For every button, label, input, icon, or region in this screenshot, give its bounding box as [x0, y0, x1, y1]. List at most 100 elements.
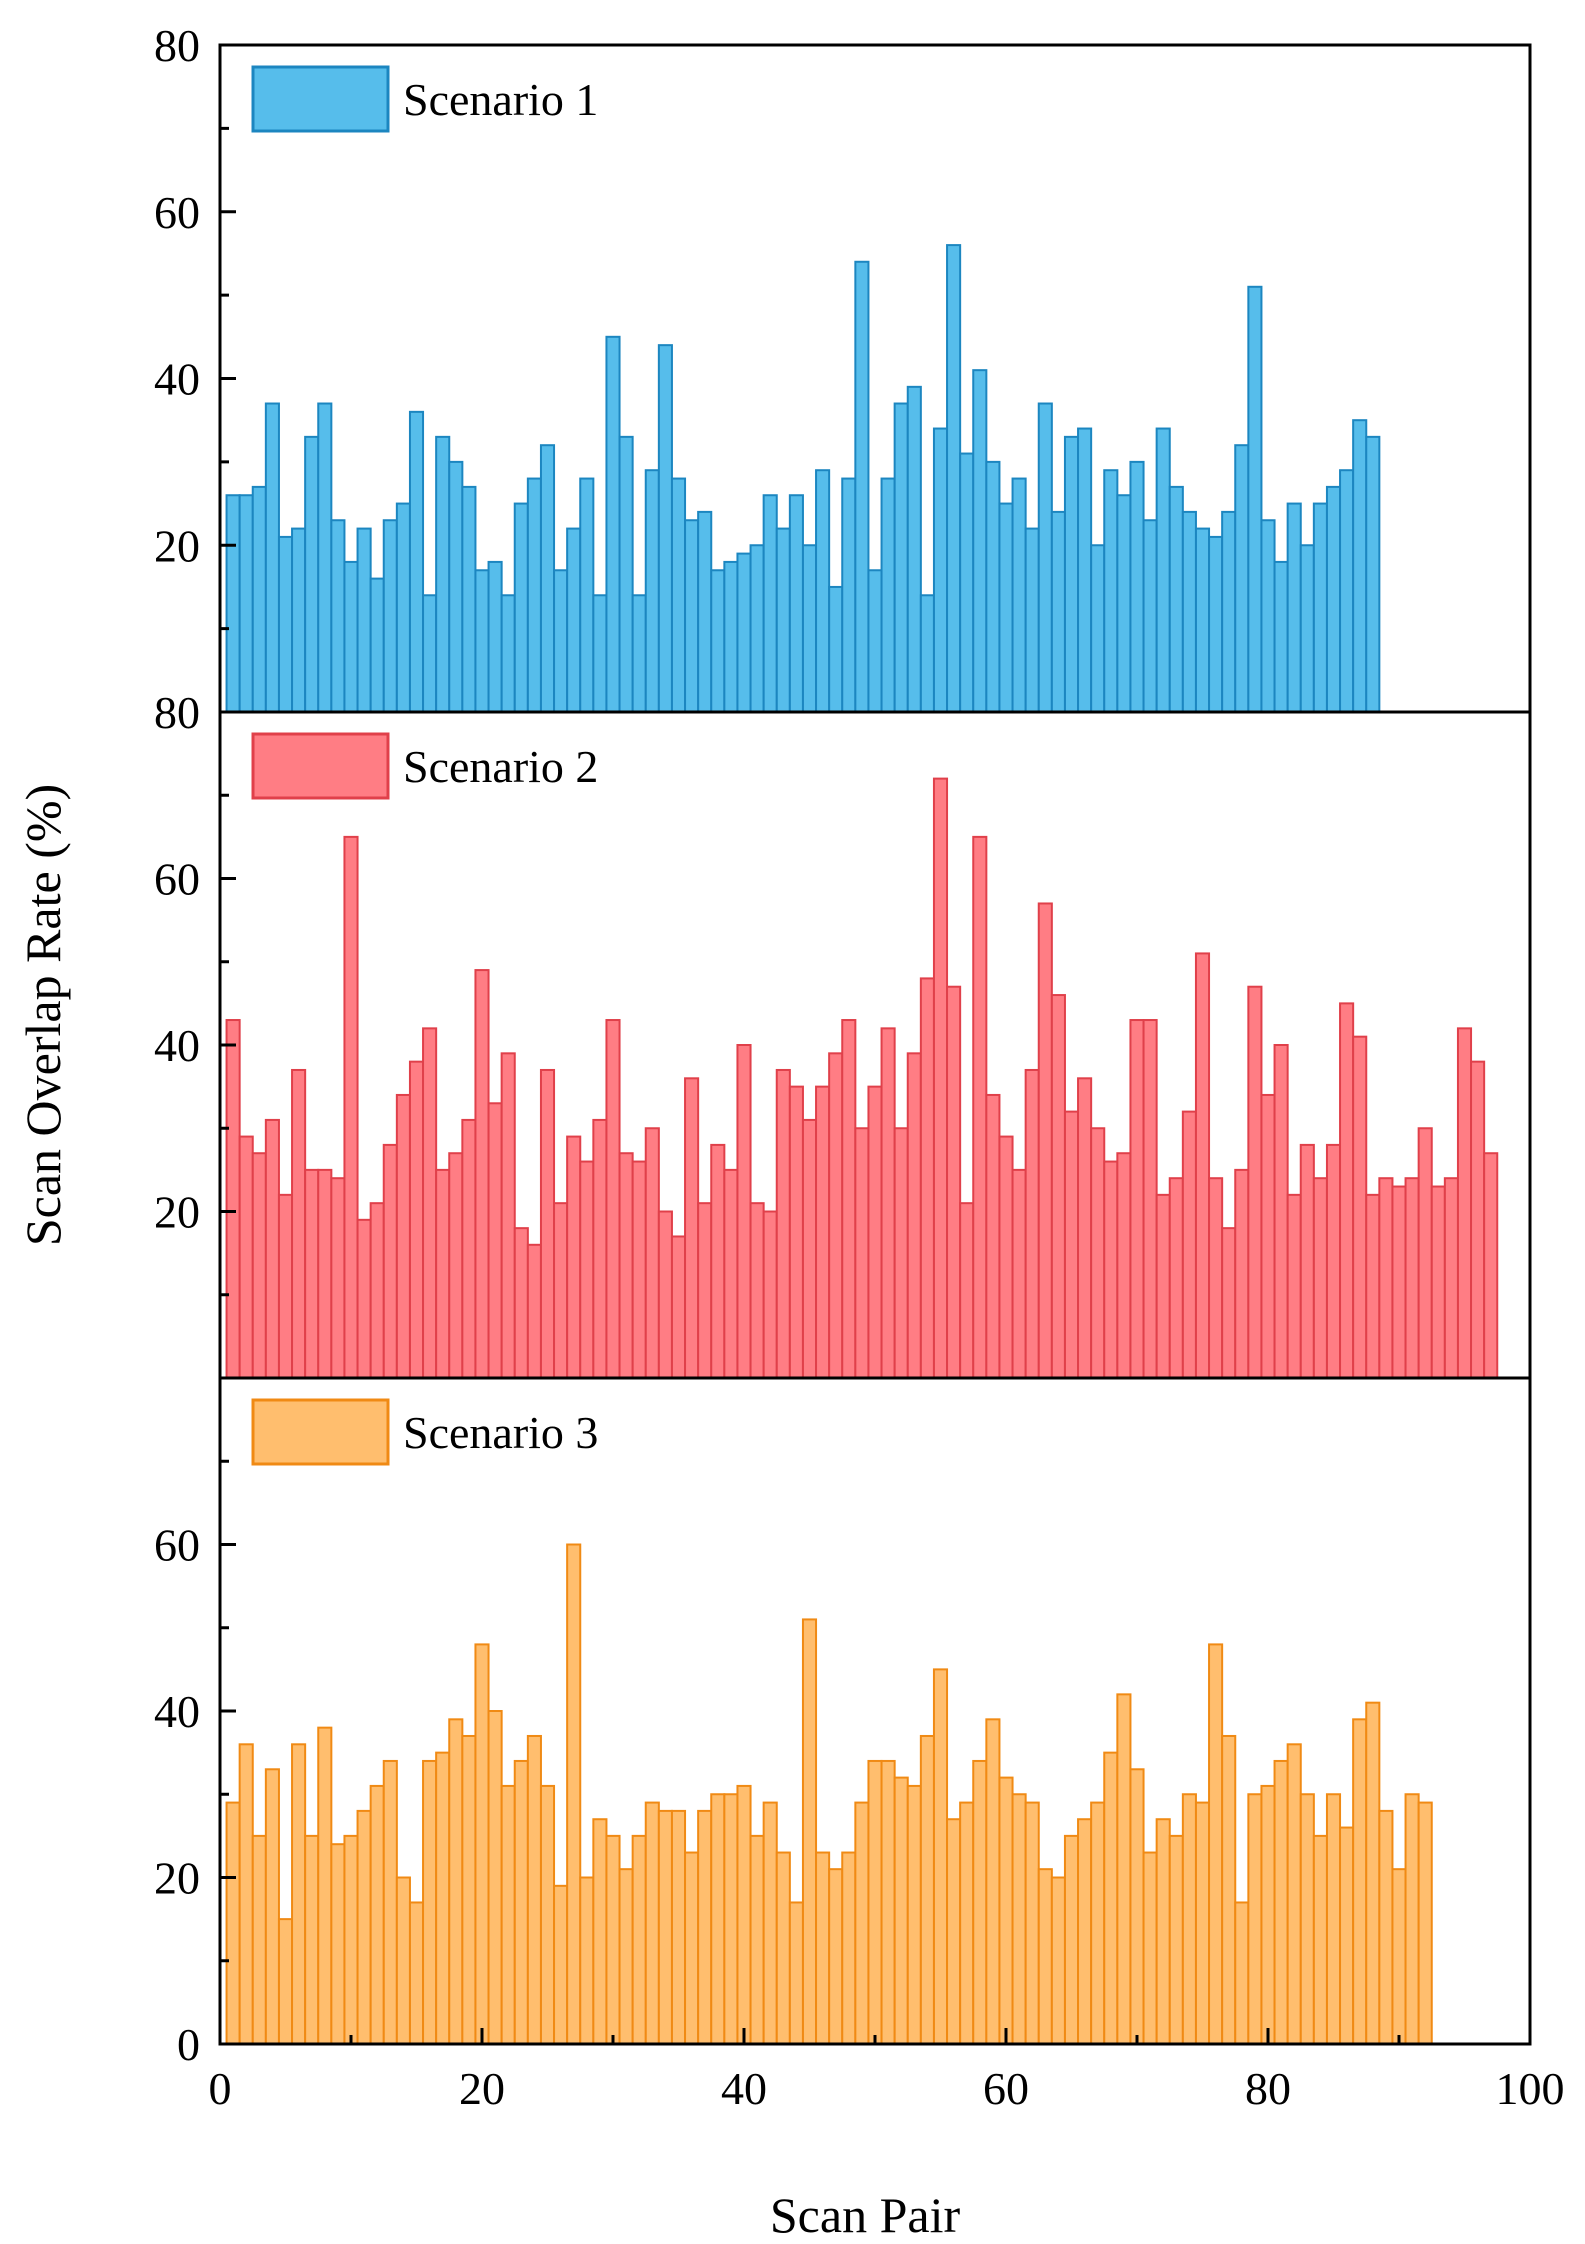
bar-scenario-1-pair-44	[788, 494, 804, 714]
bar-scenario-1-pair-53	[906, 385, 922, 713]
bar-scenario-1-pair-18	[448, 460, 464, 714]
bar-scenario-2-pair-1	[225, 1019, 241, 1380]
bar-scenario-3-pair-15	[408, 1901, 425, 2045]
bar-scenario-2-pair-80	[1260, 1093, 1276, 1379]
bar-scenario-2-pair-51	[880, 1027, 896, 1379]
bar-scenario-2-pair-40	[736, 1044, 752, 1379]
bar-scenario-1-pair-9	[330, 519, 346, 713]
bar-scenario-1-pair-45	[801, 544, 818, 713]
bar-scenario-3-pair-9	[330, 1843, 346, 2045]
bar-scenario-3-pair-32	[631, 1834, 647, 2046]
bar-scenario-3-pair-44	[788, 1901, 804, 2045]
x-tick-label-60: 60	[983, 2063, 1029, 2114]
bar-scenario-3-pair-37	[697, 1809, 713, 2046]
bar-scenario-3-pair-26	[553, 1884, 569, 2045]
bar-scenario-3-pair-33	[644, 1801, 660, 2045]
bar-scenario-1-pair-57	[959, 452, 975, 713]
bar-scenario-2-pair-56	[946, 985, 962, 1379]
bar-scenario-1-pair-65	[1063, 435, 1080, 713]
bar-scenario-1-pair-71	[1142, 519, 1158, 713]
y-tick-label-p1-80: 80	[154, 20, 200, 71]
bar-scenario-1-pair-12	[369, 577, 385, 713]
bar-scenario-3-pair-14	[395, 1876, 411, 2045]
bar-scenario-2-pair-83	[1299, 1143, 1315, 1380]
bar-scenario-2-pair-72	[1155, 1193, 1171, 1379]
bar-scenario-1-pair-47	[828, 585, 844, 713]
bar-scenario-2-pair-25	[539, 1068, 556, 1379]
x-tick-label-80: 80	[1245, 2063, 1291, 2114]
bar-scenario-2-pair-7	[304, 1168, 320, 1380]
bar-scenario-2-pair-62	[1024, 1068, 1040, 1379]
bar-scenario-3-pair-12	[369, 1784, 385, 2046]
bar-scenario-2-pair-34	[657, 1210, 673, 1379]
bar-scenario-1-pair-48	[841, 477, 857, 713]
bar-scenario-3-pair-41	[749, 1834, 765, 2046]
bar-scenario-2-pair-75	[1194, 952, 1211, 1379]
y-tick-label-p1-60: 60	[154, 187, 200, 238]
bar-scenario-3-pair-69	[1116, 1693, 1132, 2045]
bar-scenario-3-pair-29	[592, 1818, 608, 2045]
bar-scenario-2-pair-2	[238, 1135, 254, 1379]
bar-scenario-3-pair-3	[251, 1834, 267, 2046]
bar-scenario-3-pair-70	[1129, 1768, 1145, 2046]
bar-scenario-1-pair-34	[657, 344, 673, 713]
bar-scenario-1-pair-33	[644, 469, 660, 713]
bar-scenario-1-pair-73	[1168, 485, 1184, 714]
bar-scenario-2-pair-84	[1312, 1177, 1328, 1379]
bar-scenario-2-pair-53	[906, 1052, 922, 1379]
bar-scenario-3-pair-91	[1404, 1793, 1420, 2045]
bar-scenario-1-pair-41	[749, 544, 765, 713]
bar-scenario-1-pair-72	[1155, 427, 1171, 713]
bar-scenario-2-pair-47	[828, 1052, 844, 1379]
bar-scenario-3-pair-5	[277, 1918, 294, 2046]
bar-scenario-3-pair-85	[1325, 1793, 1342, 2045]
bar-scenario-2-pair-32	[631, 1160, 647, 1380]
bar-scenario-1-pair-7	[304, 435, 320, 713]
bar-scenario-2-pair-87	[1352, 1035, 1368, 1380]
bar-scenario-3-pair-57	[959, 1801, 975, 2045]
bar-scenario-2-pair-39	[723, 1168, 739, 1380]
bar-scenario-2-pair-97	[1483, 1152, 1499, 1379]
bar-scenario-1-pair-15	[408, 410, 425, 713]
bar-scenario-3-pair-24	[526, 1734, 542, 2045]
bar-scenario-2-pair-28	[579, 1160, 595, 1380]
bar-scenario-3-pair-30	[605, 1834, 621, 2046]
bar-scenario-2-pair-90	[1391, 1185, 1407, 1380]
bar-scenario-3-pair-66	[1077, 1818, 1093, 2045]
bar-scenario-1-pair-3	[251, 485, 267, 714]
bar-scenario-2-pair-3	[251, 1152, 267, 1379]
bar-scenario-1-pair-87	[1352, 419, 1368, 713]
bar-scenario-1-pair-17	[435, 435, 451, 713]
bar-scenario-3-pair-79	[1247, 1793, 1263, 2045]
bar-scenario-1-pair-8	[317, 402, 333, 713]
bar-scenario-1-pair-86	[1339, 469, 1355, 713]
y-axis-title: Scan Overlap Rate (%)	[15, 784, 71, 1246]
bar-scenario-3-pair-56	[946, 1818, 962, 2045]
bar-scenario-3-pair-77	[1221, 1734, 1237, 2045]
bar-scenario-3-pair-10	[343, 1834, 359, 2046]
bar-scenario-2-pair-12	[369, 1202, 385, 1380]
bar-scenario-2-pair-43	[775, 1068, 791, 1379]
bar-scenario-3-pair-68	[1103, 1751, 1119, 2046]
bar-scenario-2-pair-55	[932, 777, 949, 1379]
bar-scenario-1-pair-61	[1011, 477, 1027, 713]
legend-swatch-scenario-1	[251, 65, 390, 133]
bar-scenario-1-pair-24	[526, 477, 542, 713]
bar-scenario-3-pair-11	[356, 1809, 372, 2046]
bar-scenario-3-pair-50	[867, 1759, 883, 2045]
bar-scenario-1-pair-82	[1286, 502, 1302, 713]
x-tick-label-0: 0	[209, 2063, 232, 2114]
bar-scenario-2-pair-26	[553, 1202, 569, 1380]
bar-scenario-2-pair-14	[395, 1093, 411, 1379]
bar-scenario-2-pair-19	[461, 1118, 477, 1380]
bar-scenario-2-pair-23	[513, 1227, 529, 1380]
x-axis-title: Scan Pair	[770, 2187, 961, 2243]
bar-scenario-3-pair-81	[1273, 1759, 1289, 2045]
bar-scenario-1-pair-59	[985, 460, 1001, 714]
bar-scenario-2-pair-29	[592, 1118, 608, 1380]
bar-scenario-3-pair-90	[1391, 1868, 1407, 2046]
bar-scenario-3-pair-40	[736, 1784, 752, 2046]
bar-scenario-1-pair-64	[1050, 510, 1066, 713]
bar-scenario-3-pair-75	[1194, 1801, 1211, 2045]
bar-scenario-1-pair-43	[775, 527, 791, 714]
